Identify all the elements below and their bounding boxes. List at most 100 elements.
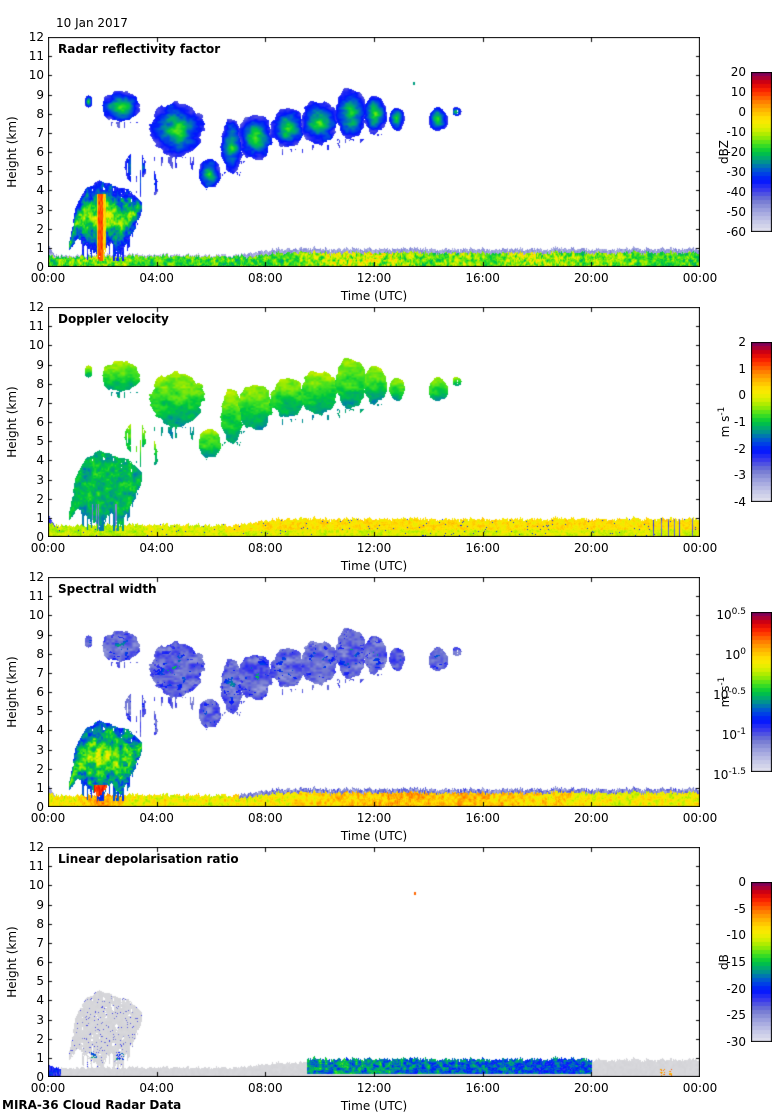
colorbar-tick-label: 10 (730, 85, 746, 99)
y-tick-label: 6 (36, 145, 44, 159)
x-tick-label: 04:00 (139, 1081, 174, 1095)
colorbar-tick-label: -3 (734, 468, 746, 483)
colorbar-tick-label: 20 (730, 65, 746, 79)
x-tick-label: 08:00 (248, 811, 283, 825)
y-tick-label: 2 (36, 1031, 44, 1046)
y-tick-label: 7 (36, 935, 44, 950)
colorbar-tick-label: -1 (734, 415, 746, 429)
colorbar-tick-label: -50 (726, 205, 746, 219)
y-tick-label: 10 (28, 68, 44, 83)
x-tick-label: 00:00 (30, 271, 66, 285)
y-tick-label: 8 (36, 916, 44, 931)
y-tick-label: 8 (36, 376, 44, 391)
x-tick-label: 00:00 (30, 1081, 66, 1095)
y-tick-label: 9 (36, 357, 44, 372)
x-tick-label: 12:00 (356, 1081, 392, 1095)
y-tick-label: 6 (36, 685, 44, 699)
y-tick-label: 12 (28, 300, 44, 314)
y-tick-label: 1 (36, 510, 44, 525)
y-tick-label: 7 (36, 125, 44, 140)
y-tick-label: 2 (36, 491, 44, 506)
x-tick-label: 12:00 (356, 541, 392, 555)
colorbar-canvas (751, 882, 772, 1042)
colorbar-tick-label: 0 (738, 388, 746, 403)
colorbar-tick-label: -40 (726, 185, 746, 199)
heatmap-canvas-velocity (48, 307, 700, 537)
y-tick-label: 0 (36, 1070, 44, 1084)
x-tick-label: 00:00 (682, 271, 718, 285)
colorbar-canvas (751, 72, 772, 232)
colorbar-tick-label: 2 (738, 335, 746, 349)
y-tick-label: 11 (28, 859, 44, 874)
x-tick-label: 00:00 (682, 1081, 718, 1095)
y-tick-label: 0 (36, 260, 44, 274)
x-tick-label: 08:00 (248, 271, 283, 285)
y-tick-label: 12 (28, 570, 44, 584)
colorbar-tick-label: -5 (734, 901, 746, 916)
footer-label: MIRA-36 Cloud Radar Data (2, 1098, 182, 1112)
heatmap-canvas-ldr (48, 847, 700, 1077)
y-tick-label: 12 (28, 840, 44, 854)
panel-title: Linear depolarisation ratio (58, 852, 239, 866)
x-tick-label: 12:00 (356, 811, 392, 825)
colorbar-tick-label: 1 (738, 361, 746, 376)
x-tick-label: 08:00 (248, 1081, 283, 1095)
colorbar-tick-label: -10 (726, 928, 746, 943)
panel-spectral-width: Spectral width Time (UTC) Height (km) m … (0, 570, 780, 847)
x-tick-label: 16:00 (465, 541, 500, 555)
y-tick-label: 4 (36, 453, 44, 468)
x-axis-label: Time (UTC) (340, 829, 408, 843)
panel-title: Spectral width (58, 582, 157, 596)
y-tick-label: 3 (36, 472, 44, 487)
y-tick-label: 4 (36, 183, 44, 198)
y-tick-label: 8 (36, 106, 44, 121)
colorbar-tick-label: 0 (738, 875, 746, 889)
colorbar-tick-label: -15 (726, 955, 746, 969)
colorbar-tick-label: 100.5 (716, 607, 746, 622)
x-tick-label: 20:00 (574, 1081, 609, 1095)
x-axis-label: Time (UTC) (340, 559, 408, 573)
colorbar-tick-label: 10-1 (721, 727, 746, 742)
y-tick-label: 1 (36, 780, 44, 795)
y-tick-label: 3 (36, 742, 44, 757)
colorbar-tick-label: -20 (726, 145, 746, 159)
y-tick-label: 11 (28, 49, 44, 64)
x-tick-label: 20:00 (574, 811, 609, 825)
x-tick-label: 00:00 (682, 541, 718, 555)
x-tick-label: 04:00 (139, 541, 174, 555)
y-tick-label: 3 (36, 202, 44, 217)
colorbar-tick-label: -2 (734, 441, 746, 456)
x-tick-label: 04:00 (139, 811, 174, 825)
x-tick-label: 00:00 (30, 541, 66, 555)
x-tick-label: 20:00 (574, 541, 609, 555)
colorbar-canvas (751, 342, 772, 502)
colorbar-tick-label: 10-0.5 (713, 687, 746, 702)
colorbar-tick-label: -30 (726, 1035, 746, 1049)
y-tick-label: 10 (28, 608, 44, 623)
x-tick-label: 16:00 (465, 271, 500, 285)
heatmap-canvas-spectral-width (48, 577, 700, 807)
colorbar-tick-label: 0 (738, 105, 746, 119)
y-tick-label: 3 (36, 1012, 44, 1027)
x-tick-label: 16:00 (465, 1081, 500, 1095)
y-tick-label: 9 (36, 87, 44, 102)
y-tick-label: 8 (36, 646, 44, 661)
y-tick-label: 1 (36, 1050, 44, 1065)
y-tick-label: 4 (36, 993, 44, 1008)
colorbar-tick-label: -30 (726, 165, 746, 179)
date-label: 10 Jan 2017 (56, 16, 128, 30)
colorbar-tick-label: -20 (726, 981, 746, 996)
y-tick-label: 5 (36, 434, 44, 449)
y-tick-label: 11 (28, 319, 44, 334)
x-tick-label: 20:00 (574, 271, 609, 285)
panel-velocity: Doppler velocity Time (UTC) Height (km) … (0, 300, 780, 577)
y-tick-label: 6 (36, 415, 44, 429)
colorbar-tick-label: -10 (726, 125, 746, 139)
x-tick-label: 04:00 (139, 271, 174, 285)
panel-ldr: Linear depolarisation ratio Time (UTC) H… (0, 840, 780, 1117)
y-tick-label: 5 (36, 164, 44, 179)
x-tick-label: 12:00 (356, 271, 392, 285)
y-tick-label: 7 (36, 665, 44, 680)
colorbar-tick-label: -4 (734, 495, 746, 509)
